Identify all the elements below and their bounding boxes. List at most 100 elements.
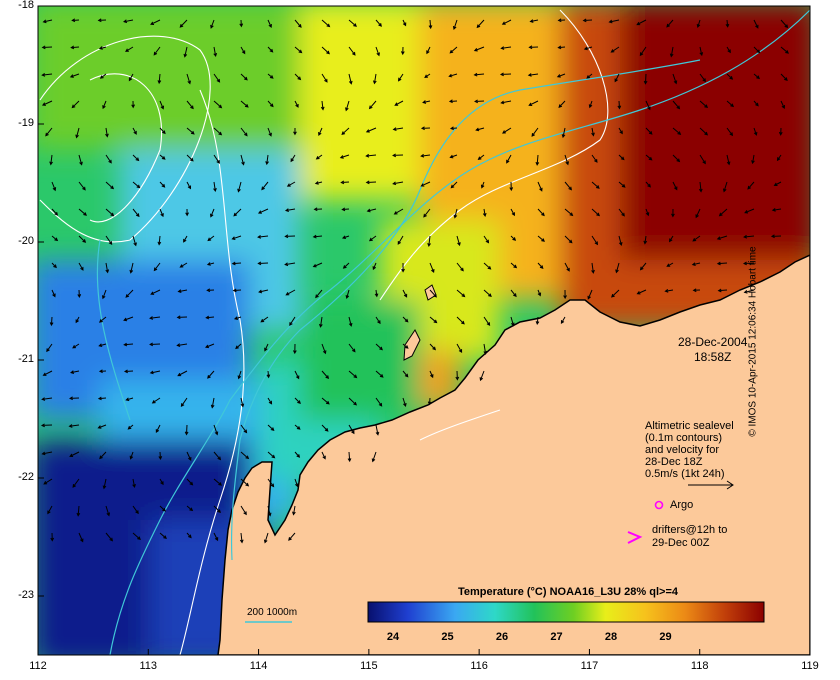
velocity-arrow xyxy=(71,100,80,109)
velocity-arrow xyxy=(105,127,109,138)
velocity-arrow xyxy=(239,532,244,544)
velocity-arrow xyxy=(149,316,161,320)
velocity-arrow xyxy=(500,100,512,105)
velocity-arrow xyxy=(127,424,134,430)
lat-tick-label: -21 xyxy=(18,353,34,365)
velocity-arrow xyxy=(75,127,80,139)
velocity-arrow xyxy=(375,46,380,57)
velocity-arrow xyxy=(132,181,141,189)
velocity-arrow xyxy=(210,19,215,29)
velocity-arrow xyxy=(695,208,701,219)
axis-ticks xyxy=(37,5,811,655)
velocity-arrow xyxy=(78,181,86,191)
velocity-arrow xyxy=(285,289,296,296)
velocity-arrow xyxy=(240,505,247,516)
velocity-arrow xyxy=(591,127,595,137)
velocity-arrow xyxy=(341,207,350,212)
colorbar-tick-label: 27 xyxy=(550,631,563,643)
velocity-arrow xyxy=(210,208,215,218)
colorbar xyxy=(367,601,765,623)
velocity-arrow xyxy=(420,181,431,187)
velocity-arrow xyxy=(47,505,53,515)
velocity-arrow xyxy=(97,424,107,429)
velocity-arrow xyxy=(558,100,566,109)
velocity-arrow xyxy=(371,451,377,463)
velocity-arrow xyxy=(284,234,296,239)
velocity-arrow xyxy=(480,181,485,189)
velocity-arrow xyxy=(483,289,492,298)
velocity-arrow xyxy=(770,234,782,239)
velocity-arrow xyxy=(427,235,431,247)
velocity-arrow xyxy=(591,181,600,189)
velocity-arrow xyxy=(776,154,782,162)
velocity-arrow xyxy=(132,127,137,135)
velocity-arrow xyxy=(186,478,194,486)
velocity-arrow xyxy=(213,73,221,83)
velocity-arrow xyxy=(233,208,242,217)
date-label: 28-Dec-2004 xyxy=(678,335,748,349)
velocity-arrow xyxy=(717,288,728,293)
lon-tick-label: 118 xyxy=(690,660,709,672)
velocity-arrow xyxy=(773,181,782,186)
velocity-arrow xyxy=(207,370,215,379)
velocity-arrow xyxy=(429,262,435,274)
velocity-arrow xyxy=(206,288,215,293)
credit-text: © IMOS 10-Apr-2015 12:06:34 Hobart time xyxy=(747,246,759,437)
velocity-arrow xyxy=(456,343,463,354)
velocity-arrow xyxy=(78,154,83,166)
velocity-arrow xyxy=(420,126,431,131)
velocity-arrow xyxy=(716,261,728,266)
velocity-arrow xyxy=(345,289,350,300)
velocity-arrow xyxy=(213,424,219,436)
velocity-arrow xyxy=(537,235,545,242)
velocity-arrow xyxy=(348,316,353,327)
velocity-arrow xyxy=(267,424,275,432)
velocity-arrow xyxy=(41,451,53,456)
velocity-arrow xyxy=(502,127,512,134)
velocity-arrow xyxy=(179,262,188,268)
velocity-arrow xyxy=(427,397,432,406)
velocity-arrow xyxy=(372,73,377,85)
velocity-arrow xyxy=(98,316,107,323)
velocity-arrow xyxy=(725,19,730,28)
velocity-arrow xyxy=(402,397,407,407)
velocity-arrow xyxy=(375,19,382,27)
velocity-arrow xyxy=(692,235,701,242)
velocity-arrow xyxy=(69,396,80,401)
velocity-arrow xyxy=(123,342,134,347)
velocity-arrow xyxy=(591,208,601,217)
velocity-arrow xyxy=(42,19,53,24)
velocity-arrow xyxy=(186,505,194,512)
velocity-arrow xyxy=(537,208,545,217)
velocity-arrow xyxy=(692,288,701,293)
velocity-arrow xyxy=(586,73,593,79)
argo-symbol xyxy=(654,500,664,510)
velocity-arrow xyxy=(780,19,789,29)
velocity-arrow xyxy=(348,397,358,406)
velocity-arrow xyxy=(40,423,53,428)
velocity-arrow xyxy=(699,127,709,136)
velocity-arrow xyxy=(265,154,269,166)
velocity-arrow xyxy=(159,154,166,160)
velocity-arrow xyxy=(452,19,458,31)
velocity-arrow xyxy=(69,73,80,78)
velocity-arrow xyxy=(237,181,242,193)
velocity-arrow xyxy=(41,73,53,77)
velocity-arrow xyxy=(564,235,573,244)
velocity-arrow xyxy=(666,262,674,267)
velocity-arrow xyxy=(535,154,540,166)
velocity-arrow xyxy=(557,45,566,50)
velocity-arrow xyxy=(448,73,458,78)
velocity-arrow xyxy=(129,451,134,460)
velocity-arrow xyxy=(155,424,161,434)
map-plot-area xyxy=(38,6,810,655)
velocity-arrow xyxy=(564,262,570,272)
velocity-arrow xyxy=(537,181,543,192)
velocity-arrow xyxy=(213,451,222,461)
velocity-arrow xyxy=(267,505,272,517)
velocity-arrow xyxy=(132,505,139,515)
velocity-arrow xyxy=(125,397,134,402)
velocity-arrow xyxy=(691,262,701,266)
lat-tick-label: -18 xyxy=(18,0,34,11)
velocity-arrow xyxy=(424,73,431,78)
